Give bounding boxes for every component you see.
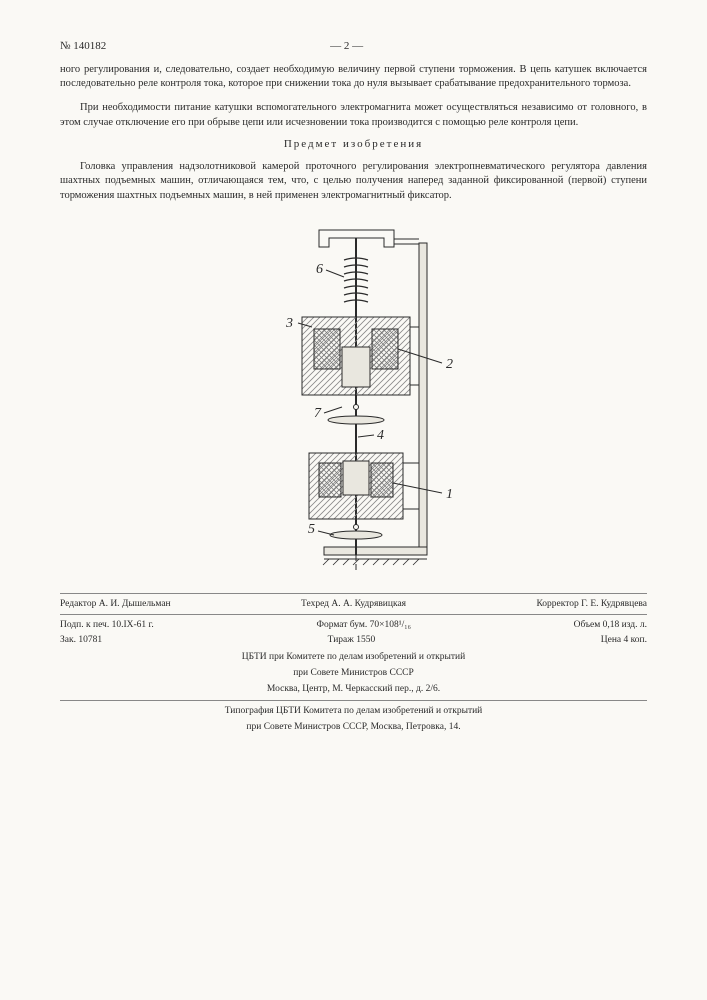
document-number: № 140182 [60, 40, 106, 52]
diagram-label-1: 1 [446, 487, 453, 502]
divider-2 [60, 614, 647, 615]
publisher-line-3: Москва, Центр, М. Черкасский пер., д. 2/… [60, 683, 647, 695]
print-row-2: Зак. 10781 Тираж 1550 Цена 4 коп. [60, 634, 647, 646]
paragraph-2: При необходимости питание катушки вспомо… [60, 101, 647, 129]
publisher-line-2: при Совете Министров СССР [60, 667, 647, 679]
order-number: Зак. 10781 [60, 634, 102, 646]
price: Цена 4 коп. [601, 634, 647, 646]
document-page: № 140182 — 2 — ного регулирования и, сле… [0, 0, 707, 1000]
tech-credit: Техред А. А. Кудрявицкая [301, 598, 406, 610]
printer-line-2: при Совете Министров СССР, Москва, Петро… [60, 721, 647, 733]
print-row-1: Подп. к печ. 10.IX-61 г. Формат бум. 70×… [60, 619, 647, 631]
paragraph-3: Головка управления надзолотниковой камер… [60, 160, 647, 203]
diagram-label-6: 6 [316, 262, 323, 277]
credits-row: Редактор А. И. Дышельман Техред А. А. Ку… [60, 598, 647, 610]
page-header: № 140182 — 2 — [60, 40, 647, 52]
printer-line-1: Типография ЦБТИ Комитета по делам изобре… [60, 705, 647, 717]
paragraph-1: ного регулирования и, следовательно, соз… [60, 63, 647, 91]
tirazh: Тираж 1550 [328, 634, 376, 646]
divider-1 [60, 593, 647, 594]
diagram-label-2: 2 [446, 357, 453, 372]
header-spacer [587, 40, 647, 52]
claims-heading: Предмет изобретения [60, 138, 647, 150]
diagram-label-3: 3 [285, 316, 293, 331]
imprint-block: Редактор А. И. Дышельман Техред А. А. Ку… [60, 598, 647, 734]
editor-credit: Редактор А. И. Дышельман [60, 598, 171, 610]
publisher-line-1: ЦБТИ при Комитете по делам изобретений и… [60, 651, 647, 663]
corrector-credit: Корректор Г. Е. Кудрявцева [536, 598, 647, 610]
diagram-label-5: 5 [308, 522, 315, 537]
diagram-label-7: 7 [314, 406, 322, 421]
technical-diagram: 6 3 2 7 4 1 5 [224, 215, 484, 575]
sign-date: Подп. к печ. 10.IX-61 г. [60, 619, 154, 631]
diagram-label-4: 4 [377, 428, 384, 443]
print-volume: Объем 0,18 изд. л. [574, 619, 647, 631]
paper-format: Формат бум. 70×108¹/₁₆ [316, 619, 410, 631]
page-number: — 2 — [106, 40, 587, 52]
divider-3 [60, 700, 647, 701]
